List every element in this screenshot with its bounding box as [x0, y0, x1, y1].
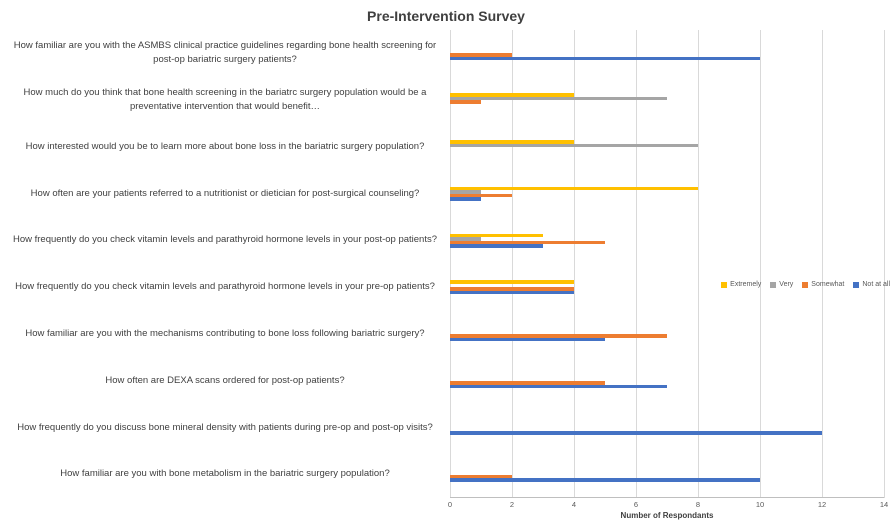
gridline: [822, 30, 823, 498]
bar-somewhat: [450, 193, 512, 198]
bar-somewhat: [450, 334, 667, 338]
category-label: How often are DEXA scans ordered for pos…: [105, 374, 345, 386]
bar-somewhat: [450, 240, 605, 245]
legend-marker-icon: [853, 281, 860, 288]
category-label: How familiar are you with the ASMBS clin…: [13, 40, 437, 66]
gridline: [512, 30, 513, 498]
category-label: How much do you think that bone health s…: [23, 86, 427, 113]
gridline: [450, 30, 451, 498]
category-axis-labels: How familiar are you with the ASMBS clin…: [0, 30, 448, 498]
legend-label: Somewhat: [811, 281, 845, 288]
bar-very: [450, 190, 481, 194]
x-axis-tick-labels: 0 2 4 6 8 10 12 14: [448, 500, 888, 510]
x-tick-label: 10: [755, 500, 765, 509]
category-label: How familiar are you with the mechanisms…: [25, 328, 425, 340]
plot-area: [450, 30, 885, 498]
legend-item-not-at-all: Not at all: [853, 281, 890, 288]
category-label: How interested would you be to learn mor…: [25, 140, 425, 152]
x-tick-label: 2: [509, 500, 515, 509]
bar-somewhat: [450, 53, 512, 57]
bar-very: [450, 143, 698, 147]
x-axis-title: Number of Respondants: [620, 511, 714, 520]
bar-not-at-all: [450, 384, 667, 388]
bar-somewhat: [450, 100, 481, 104]
bar-extremely: [450, 233, 543, 238]
x-tick-label: 4: [571, 500, 577, 509]
bar-extremely: [450, 140, 574, 144]
bar-very: [450, 96, 667, 101]
gridline: [884, 30, 885, 498]
gridline: [636, 30, 637, 498]
legend-label: Not at all: [862, 281, 890, 288]
bar-somewhat: [450, 381, 605, 385]
x-tick-label: 6: [633, 500, 639, 509]
gridline: [760, 30, 761, 498]
x-tick-label: 12: [817, 500, 827, 509]
bar-not-at-all: [450, 244, 543, 248]
gridline: [574, 30, 575, 498]
legend-label: Very: [779, 281, 794, 288]
x-tick-label: 14: [879, 500, 889, 509]
legend-item-extremely: Extremely: [721, 281, 761, 288]
bar-very: [450, 237, 481, 241]
x-tick-label: 0: [447, 500, 453, 509]
legend-label: Extremely: [730, 281, 762, 288]
chart-title: Pre-Intervention Survey: [367, 8, 525, 24]
bar-somewhat: [450, 474, 512, 479]
category-label: How often are your patients referred to …: [30, 187, 420, 199]
legend-marker-icon: [770, 281, 777, 288]
bar-not-at-all: [450, 56, 760, 61]
legend-item-very: Very: [770, 281, 793, 288]
bar-extremely: [450, 186, 698, 191]
bar-extremely: [450, 280, 574, 284]
bar-not-at-all: [450, 478, 760, 482]
legend: Extremely Very Somewhat Not at all: [721, 281, 890, 288]
legend-item-somewhat: Somewhat: [802, 281, 844, 288]
gridline: [698, 30, 699, 498]
category-label: How frequently do you check vitamin leve…: [12, 234, 438, 246]
bar-somewhat: [450, 287, 574, 291]
category-label: How familiar are you with bone metabolis…: [60, 468, 390, 480]
category-label: How frequently do you discuss bone miner…: [17, 421, 433, 433]
category-label: How frequently do you check vitamin leve…: [15, 281, 435, 293]
bar-not-at-all: [450, 337, 605, 342]
legend-marker-icon: [802, 281, 809, 288]
legend-marker-icon: [721, 281, 728, 288]
bar-not-at-all: [450, 431, 822, 435]
bar-not-at-all: [450, 197, 481, 201]
x-tick-label: 8: [695, 500, 701, 509]
bar-not-at-all: [450, 290, 574, 295]
bar-extremely: [450, 93, 574, 97]
x-axis-line: [450, 497, 884, 498]
